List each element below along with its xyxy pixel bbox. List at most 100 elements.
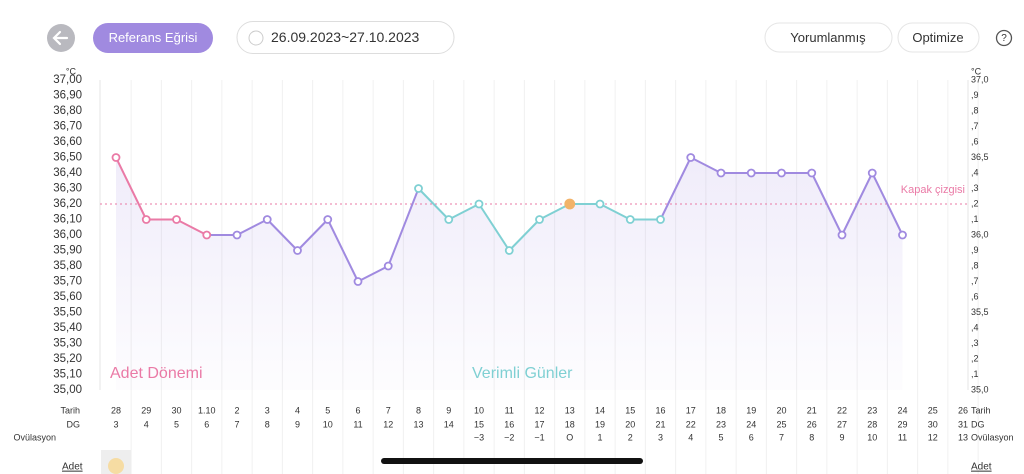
row-value: 8 [265, 419, 270, 429]
line-segment [659, 157, 692, 220]
y2-tick-label: ,9 [971, 90, 979, 100]
line-segment [448, 203, 480, 221]
row-value: 26 [958, 405, 968, 415]
data-point [414, 184, 423, 193]
row-value: 26 [807, 419, 817, 429]
data-point [625, 215, 635, 224]
data-point [716, 168, 726, 178]
y2-tick-label: 36,0 [971, 229, 989, 239]
y-tick-label: 35,30 [53, 338, 82, 350]
y-tick-label: 35,20 [53, 353, 82, 365]
row-value: 17 [534, 419, 544, 429]
data-point [867, 168, 877, 178]
line-segment [236, 218, 268, 236]
row-value: 9 [446, 405, 451, 415]
button-label: Referans Eğrisi [109, 30, 198, 45]
optimize-button[interactable]: Optimize [897, 22, 980, 53]
row-value: 13 [413, 419, 423, 429]
row-value: 25 [928, 405, 938, 415]
line-segment [387, 188, 420, 267]
row-value: 3 [265, 405, 270, 415]
row-value: 21 [655, 419, 665, 429]
y-unit: °C [66, 66, 77, 76]
row-value: −3 [474, 432, 484, 442]
data-point [535, 215, 544, 224]
row-value: 24 [897, 405, 907, 415]
row-value: 11 [898, 432, 907, 442]
line-segment [417, 187, 450, 221]
y-tick-label: 36,50 [53, 152, 82, 164]
interpreted-button[interactable]: Yorumlanmış [764, 22, 893, 53]
row-value: 7 [386, 405, 391, 415]
row-value: 16 [504, 419, 514, 429]
data-point [474, 199, 484, 209]
y-tick-label: 35,80 [53, 260, 82, 272]
line-segment [326, 219, 359, 282]
y2-tick-label: 35,5 [971, 307, 989, 317]
row-value: 30 [171, 405, 181, 415]
row-value: 4 [295, 405, 300, 415]
annotation: Adet Dönemi [110, 365, 203, 382]
row-value: 4 [688, 432, 693, 442]
row-value: 5 [325, 405, 330, 415]
footer-label[interactable]: Adet [62, 462, 83, 473]
row-value: 20 [776, 405, 786, 415]
row-value: O [566, 432, 573, 442]
row-value: 20 [625, 419, 635, 429]
row-value: 25 [776, 419, 786, 429]
row-value: 5 [718, 432, 723, 442]
data-point [504, 246, 514, 255]
row-value: 28 [111, 405, 121, 415]
row-value: 3 [658, 432, 663, 442]
row-value: 1 [597, 432, 602, 442]
row-value: 16 [655, 405, 665, 415]
data-point [383, 261, 393, 271]
y2-tick-label: ,7 [971, 121, 979, 131]
y-tick-label: 35,40 [53, 322, 82, 334]
annotation: Verimli Günler [472, 365, 573, 382]
y2-tick-label: ,8 [971, 260, 979, 270]
row-value: 5 [174, 419, 179, 429]
data-point [595, 199, 605, 209]
data-point [837, 230, 847, 240]
data-point [746, 168, 756, 178]
row-value: 19 [746, 405, 756, 415]
date-range: 26.09.2023~27.10.2023 [271, 29, 420, 45]
line-segment [296, 218, 329, 252]
row-label: Tarih [60, 405, 80, 415]
row-label: Tarih [971, 405, 991, 415]
line-segment [508, 218, 541, 252]
row-value: 23 [716, 419, 726, 429]
row-value: 2 [234, 405, 239, 415]
date-range-picker[interactable]: 26.09.2023~27.10.2023 [236, 21, 455, 54]
y-tick-label: 37,00 [53, 74, 82, 86]
y2-tick-label: ,6 [971, 291, 979, 301]
row-value: 24 [746, 419, 756, 429]
help-button[interactable]: ? [995, 29, 1013, 47]
line-segment [266, 218, 299, 252]
y2-tick-label: ,3 [971, 338, 979, 348]
y-tick-label: 36,70 [53, 121, 82, 133]
line-segment [599, 203, 631, 221]
row-value: 12 [383, 419, 393, 429]
row-value: 13 [958, 432, 968, 442]
row-value: 2 [628, 432, 633, 442]
row-value: 18 [565, 419, 575, 429]
y-tick-label: 36,60 [53, 136, 82, 148]
y2-tick-label: 37,0 [971, 74, 989, 84]
row-value: 10 [323, 419, 333, 429]
button-label: Yorumlanmış [790, 30, 866, 45]
reference-button[interactable]: Referans Eğrisi [93, 23, 213, 53]
row-value: 19 [595, 419, 605, 429]
footer-label[interactable]: Adet [971, 462, 992, 473]
data-point [807, 168, 817, 178]
y-tick-label: 35,70 [53, 276, 82, 288]
data-point [262, 215, 272, 224]
y2-tick-label: ,8 [971, 105, 979, 115]
row-value: 11 [353, 419, 362, 429]
row-value: 11 [505, 405, 514, 415]
back-button[interactable] [47, 24, 75, 52]
y-tick-label: 35,60 [53, 291, 82, 303]
y2-tick-label: ,9 [971, 245, 979, 255]
y2-tick-label: ,3 [971, 183, 979, 193]
